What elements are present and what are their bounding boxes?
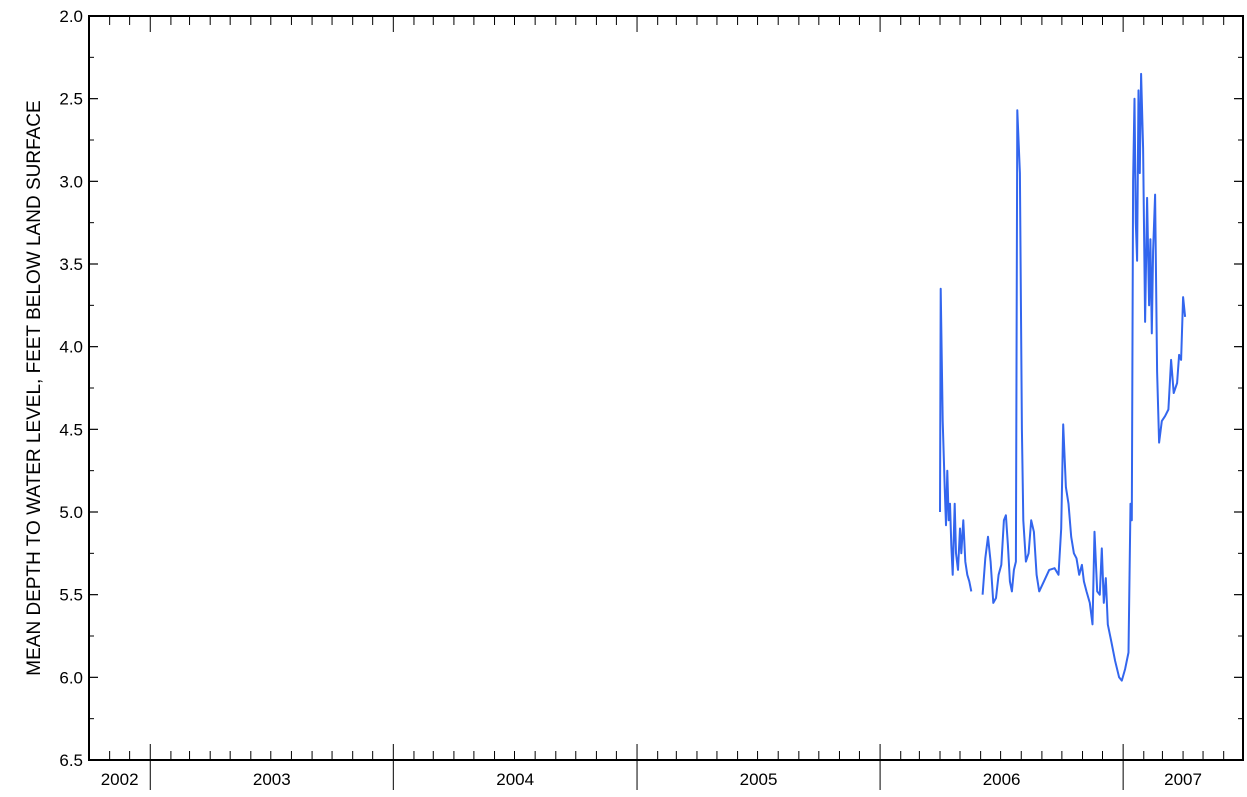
x-tick-label: 2002 [101,770,139,789]
x-axis: 2002 2003 2004 2005 2006 2007 [101,16,1225,790]
x-tick-label: 2004 [496,770,534,789]
y-tick-label: 3.5 [59,255,83,274]
y-tick-label: 2.5 [59,90,83,109]
x-tick-label: 2003 [253,770,291,789]
x-tick-label: 2005 [740,770,778,789]
plot-area [88,15,1244,761]
x-tick-label: 2006 [983,770,1021,789]
series-line [981,72,1187,682]
y-tick-label: 2.0 [59,7,83,26]
y-tick-label: 5.0 [59,503,83,522]
y-axis: 2.0 2.5 3.0 3.5 4.0 4.5 5.0 5.5 6.0 6.5 [59,7,1243,770]
y-tick-label: 5.5 [59,586,83,605]
y-tick-label: 6.5 [59,751,83,770]
series-group [939,72,1187,682]
y-tick-label: 4.0 [59,338,83,357]
y-axis-label: MEAN DEPTH TO WATER LEVEL, FEET BELOW LA… [24,100,45,675]
y-tick-label: 4.5 [59,420,83,439]
y-tick-label: 6.0 [59,668,83,687]
series-line [939,287,973,592]
x-tick-label: 2007 [1164,770,1202,789]
y-tick-label: 3.0 [59,172,83,191]
